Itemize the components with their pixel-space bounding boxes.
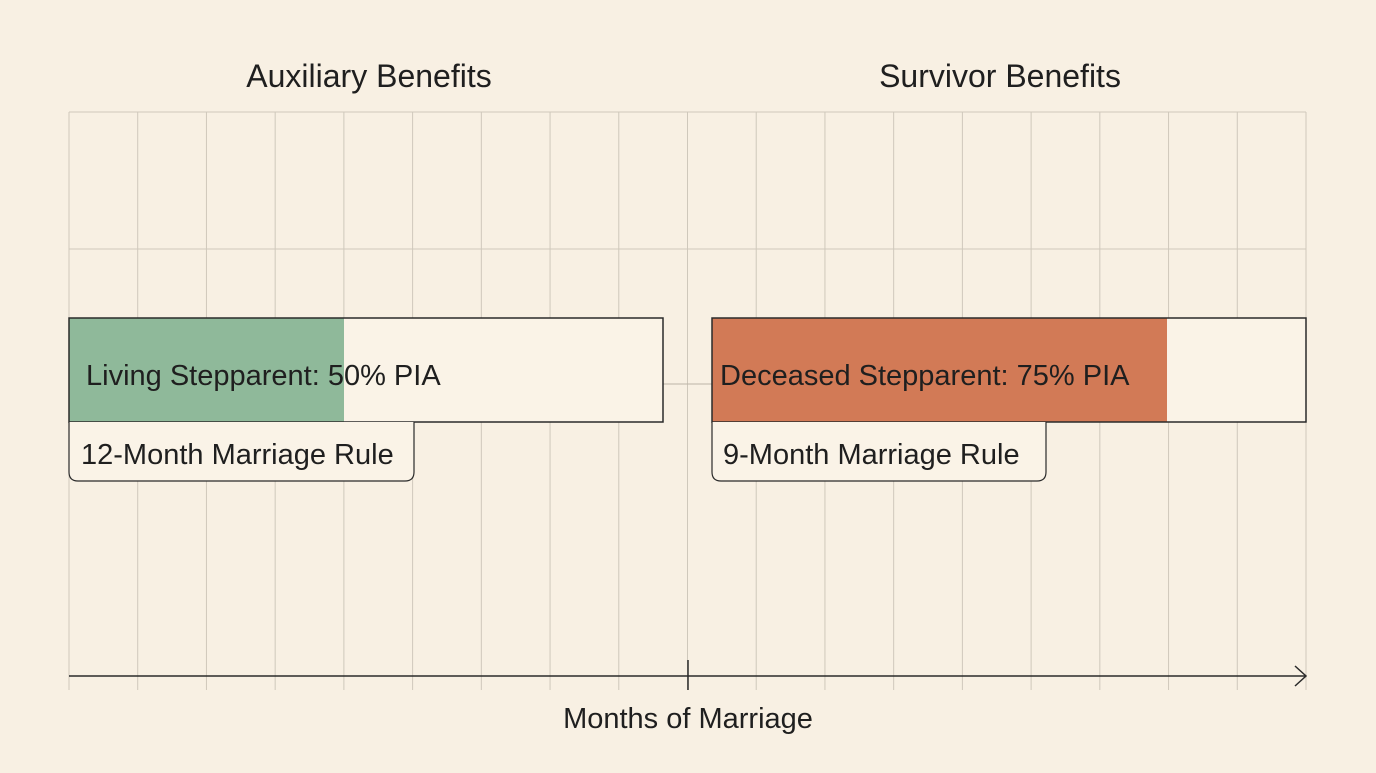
twelve-month-rule-label: 12-Month Marriage Rule: [81, 439, 394, 471]
auxiliary-bar-fill: [69, 318, 344, 422]
axis-label: Months of Marriage: [563, 703, 813, 735]
living-stepparent-label: Living Stepparent: 50% PIA: [86, 360, 441, 392]
twelve-month-rule-box: [68, 422, 415, 482]
deceased-stepparent-label: Deceased Stepparent: 75% PIA: [720, 360, 1130, 392]
nine-month-rule-box: [711, 422, 1047, 482]
nine-month-rule-tag: 9-Month Marriage Rule: [711, 422, 1047, 482]
survivor-benefit-bar: Deceased Stepparent: 75% PIA: [711, 317, 1307, 423]
survivor-benefits-title: Survivor Benefits: [879, 58, 1121, 94]
months-axis: Months of Marriage: [69, 660, 1308, 735]
nine-month-rule-label: 9-Month Marriage Rule: [723, 439, 1020, 471]
twelve-month-rule-tag: 12-Month Marriage Rule: [68, 422, 415, 482]
auxiliary-benefit-bar: Living Stepparent: 50% PIA: [68, 317, 664, 423]
axis-arrowhead: [1294, 665, 1308, 687]
survivor-bar-fill: [712, 318, 1167, 422]
auxiliary-benefits-title: Auxiliary Benefits: [246, 58, 491, 94]
